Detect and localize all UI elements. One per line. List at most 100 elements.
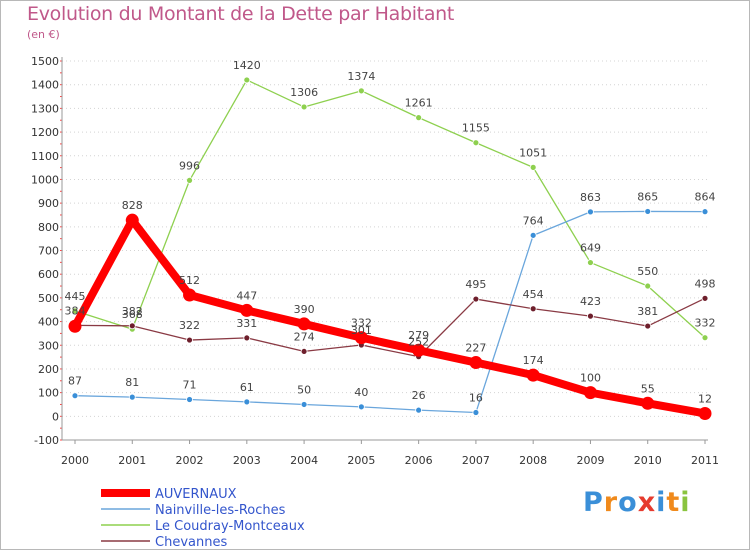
- data-label: 61: [240, 381, 254, 394]
- x-tick-label: 2008: [519, 454, 547, 467]
- data-label: 71: [183, 378, 197, 391]
- data-point: [186, 336, 193, 344]
- data-point: [183, 288, 197, 302]
- x-tick-label: 2010: [634, 454, 662, 467]
- data-point: [125, 213, 139, 227]
- data-label: 100: [580, 372, 601, 385]
- proxiti-logo: Proxiti: [583, 487, 691, 518]
- y-tick-label: 400: [38, 316, 59, 329]
- data-label: 26: [412, 389, 426, 402]
- logo-letter: x: [637, 487, 657, 518]
- data-label: 87: [68, 375, 82, 388]
- logo-letter: P: [583, 487, 604, 518]
- data-point: [186, 176, 193, 184]
- data-label: 381: [637, 305, 658, 318]
- x-tick-label: 2002: [176, 454, 204, 467]
- legend-label: Nainville-les-Roches: [155, 503, 286, 518]
- legend-label: Chevannes: [155, 535, 227, 550]
- data-point: [644, 208, 652, 215]
- data-label: 332: [695, 317, 716, 330]
- y-tick-label: 300: [38, 339, 59, 352]
- data-label: 16: [469, 392, 483, 405]
- data-label: 174: [523, 354, 544, 367]
- x-tick-label: 2005: [347, 454, 375, 467]
- series-line: [74, 297, 706, 358]
- logo-letter: i: [680, 487, 691, 518]
- x-tick-label: 2007: [462, 454, 490, 467]
- x-tick-label: 2006: [405, 454, 433, 467]
- data-label: 512: [179, 274, 200, 287]
- data-label: 1306: [290, 86, 318, 99]
- data-label: 322: [179, 319, 200, 332]
- data-label: 384: [65, 304, 86, 317]
- y-tick-label: 1500: [31, 55, 59, 68]
- data-point: [701, 208, 709, 216]
- data-point: [698, 406, 712, 420]
- data-label: 55: [641, 382, 655, 395]
- data-label: 454: [523, 288, 544, 301]
- data-point: [354, 331, 368, 345]
- x-tick-label: 2003: [233, 454, 261, 467]
- data-label: 50: [297, 383, 311, 396]
- data-label: 227: [465, 342, 486, 355]
- data-point: [243, 398, 251, 406]
- data-point: [469, 356, 483, 370]
- y-tick-label: 1200: [31, 126, 59, 139]
- data-label: 1420: [233, 59, 261, 72]
- data-point: [186, 396, 193, 403]
- logo-letter: r: [603, 487, 619, 518]
- data-point: [68, 319, 82, 333]
- data-label: 1155: [462, 122, 490, 135]
- data-label: 1051: [519, 146, 547, 159]
- y-tick-label: 100: [38, 387, 59, 400]
- logo-letter: i: [656, 487, 667, 518]
- data-point: [300, 103, 308, 111]
- data-point: [472, 139, 480, 147]
- data-point: [529, 163, 537, 171]
- data-label: 996: [179, 159, 200, 172]
- data-point: [644, 322, 652, 330]
- data-label: 445: [65, 290, 86, 303]
- data-label: 12: [698, 392, 712, 405]
- data-point: [415, 406, 423, 414]
- data-label: 279: [408, 329, 429, 342]
- data-label: 81: [125, 376, 139, 389]
- data-point: [587, 312, 594, 320]
- data-point: [529, 305, 537, 313]
- data-label: 864: [695, 191, 716, 204]
- data-point: [415, 114, 423, 122]
- data-point: [472, 409, 480, 416]
- y-tick-label: -100: [34, 434, 59, 447]
- data-point: [243, 76, 251, 84]
- series-line: [71, 216, 709, 418]
- data-label: 764: [523, 214, 544, 227]
- x-tick-label: 2004: [290, 454, 318, 467]
- data-point: [526, 368, 540, 382]
- data-label: 1261: [405, 97, 433, 110]
- data-label: 550: [637, 265, 658, 278]
- y-tick-label: 1400: [31, 79, 59, 92]
- y-tick-label: 800: [38, 221, 59, 234]
- y-tick-label: 700: [38, 245, 59, 258]
- data-label: 368: [122, 308, 143, 321]
- data-label: 495: [465, 278, 486, 291]
- data-point: [472, 295, 480, 303]
- data-labels: 4453689961420130613741261115510516495503…: [65, 59, 716, 406]
- data-point: [240, 303, 254, 317]
- data-point: [243, 334, 251, 342]
- x-tick-label: 2001: [118, 454, 146, 467]
- chart-subtitle: (en €): [27, 28, 60, 41]
- x-tick-label: 2011: [691, 454, 719, 467]
- legend-label: AUVERNAUX: [155, 487, 237, 502]
- chart-title: Evolution du Montant de la Dette par Hab…: [27, 3, 455, 25]
- data-point: [529, 231, 537, 239]
- data-point: [701, 294, 709, 302]
- data-label: 301: [351, 324, 372, 337]
- data-point: [297, 317, 311, 331]
- data-label: 40: [354, 386, 368, 399]
- data-point: [587, 259, 594, 266]
- data-point: [71, 307, 79, 315]
- logo-letter: o: [618, 487, 638, 518]
- data-point: [71, 392, 79, 400]
